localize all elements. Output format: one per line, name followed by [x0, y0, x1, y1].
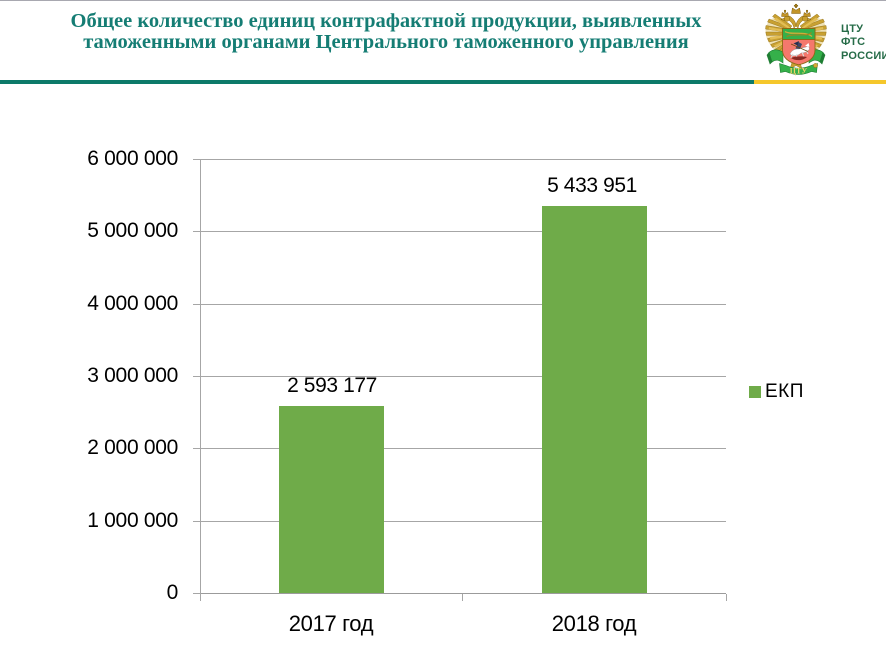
svg-text:ЦТУ: ЦТУ: [790, 67, 808, 76]
